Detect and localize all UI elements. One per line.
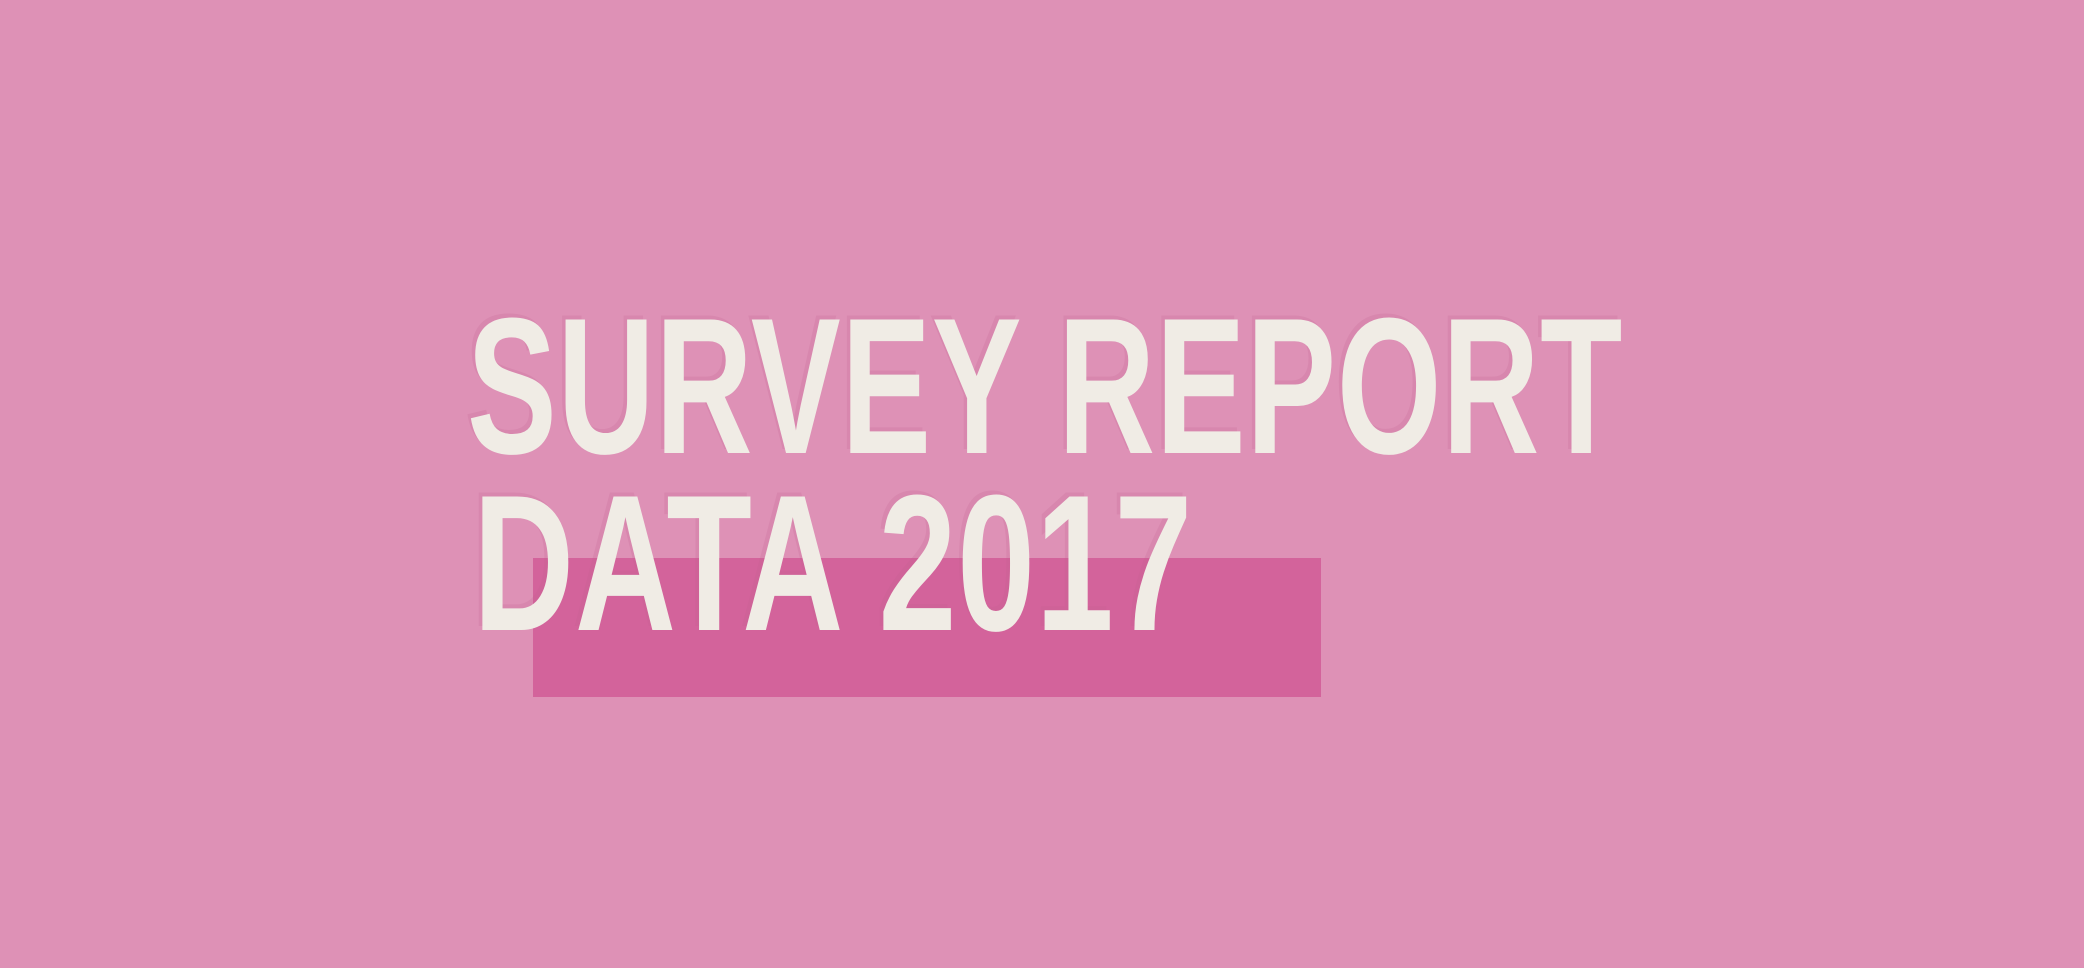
title-line-1: SURVEY REPORT: [467, 278, 1623, 495]
highlight-bar: [533, 558, 1321, 697]
title-line-2: DATA 2017: [473, 455, 1193, 672]
